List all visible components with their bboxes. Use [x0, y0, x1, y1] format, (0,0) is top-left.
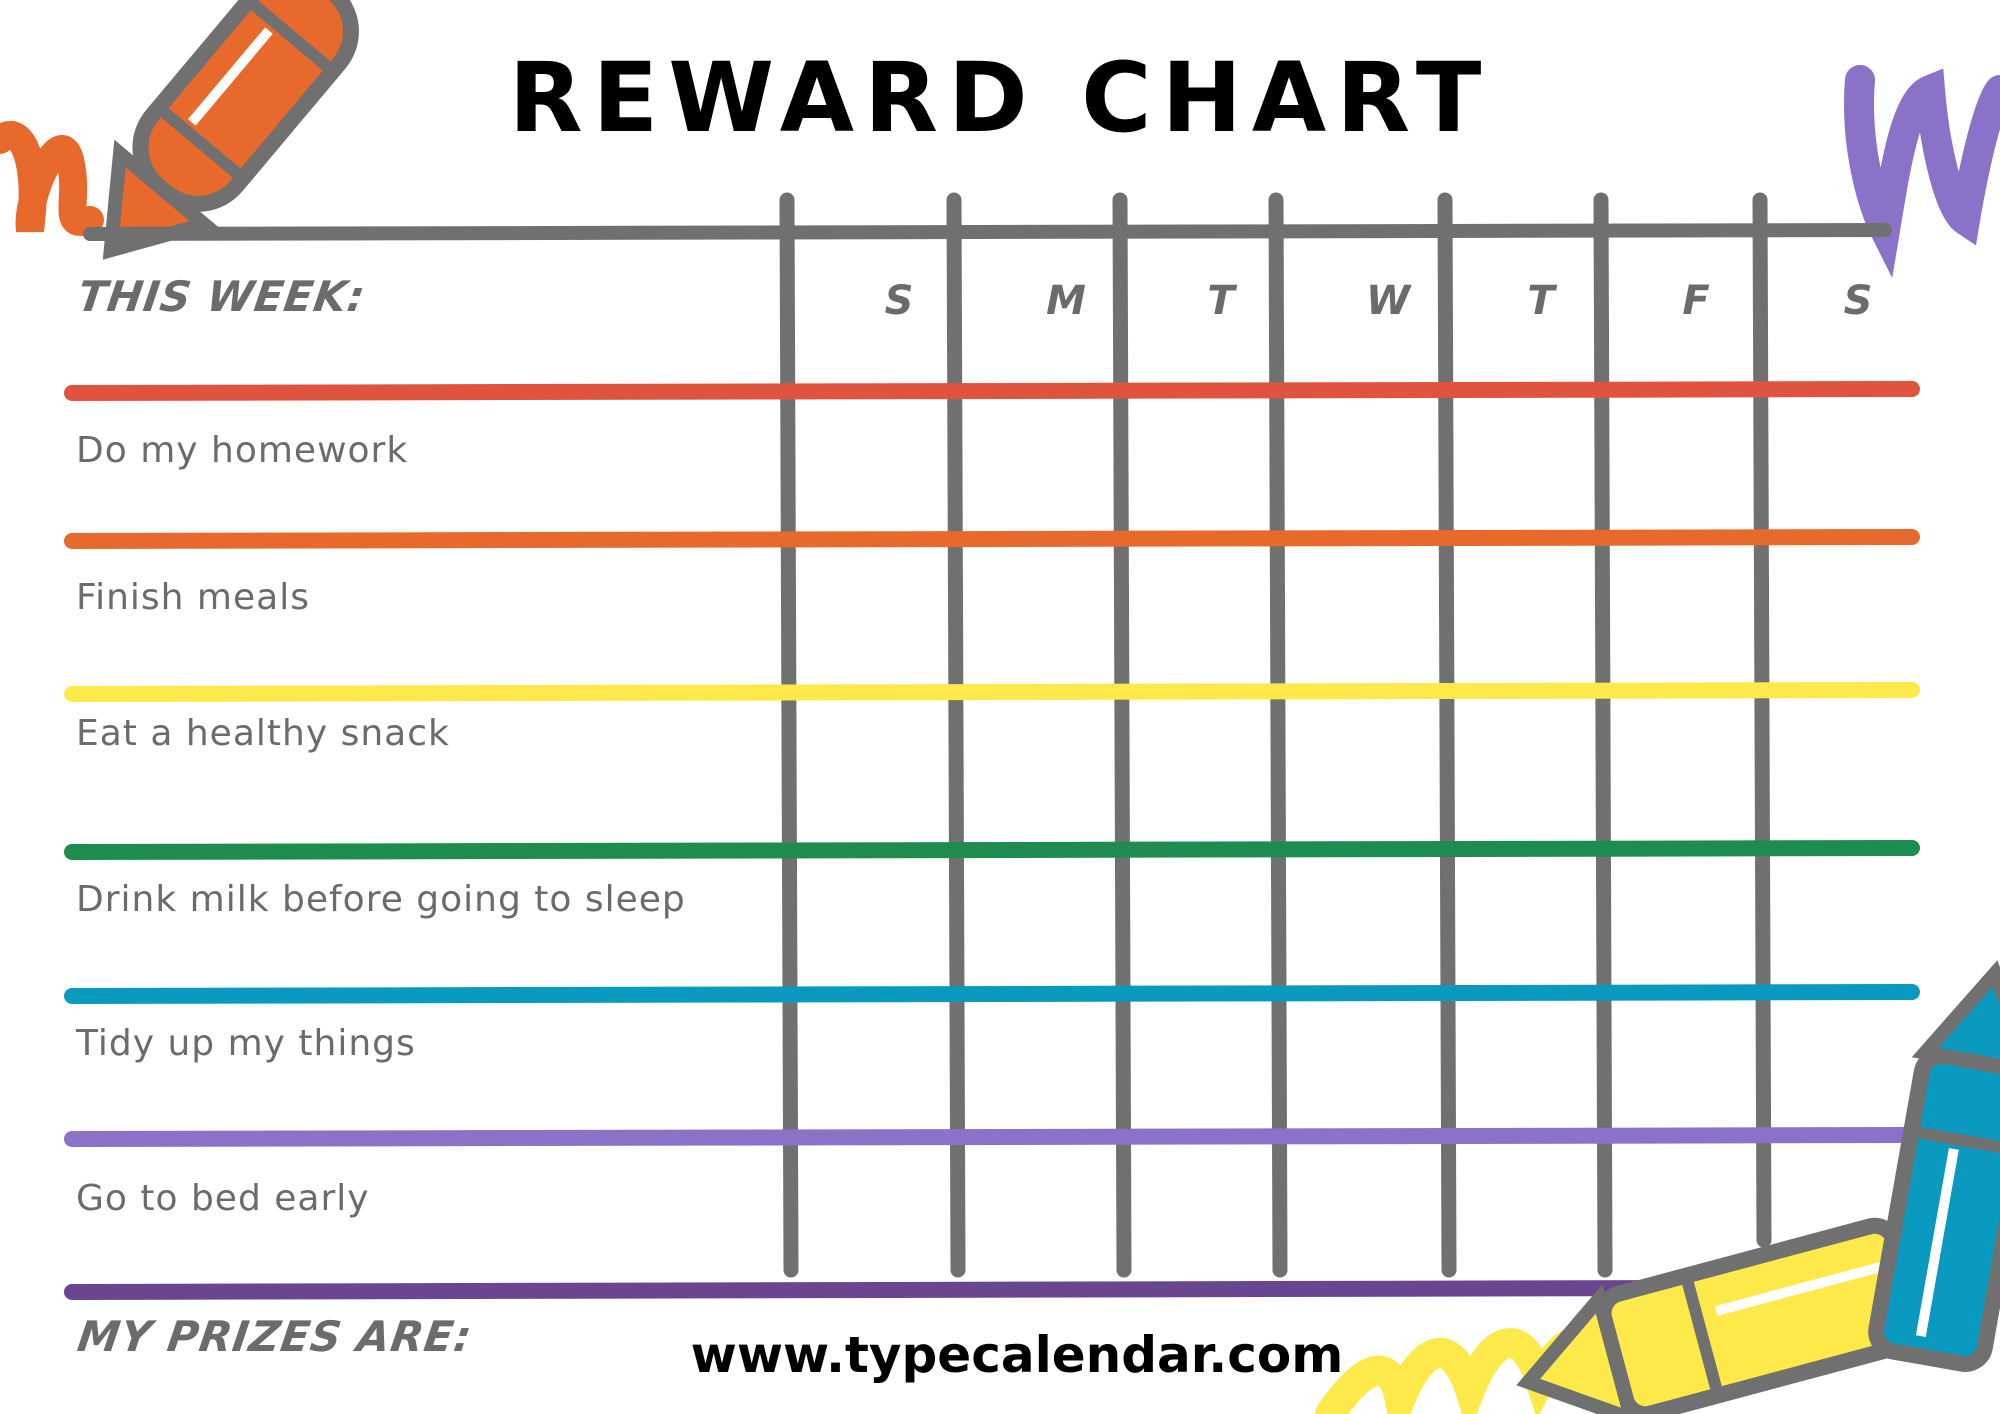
grid-column-line — [1593, 192, 1613, 1278]
grid-column-line — [1268, 192, 1288, 1278]
grid-column-line — [779, 192, 799, 1278]
row-divider-line — [64, 529, 1920, 549]
task-label: Drink milk before going to sleep — [76, 879, 686, 920]
task-label: Eat a healthy snack — [76, 713, 450, 754]
this-week-label: THIS WEEK: — [74, 272, 369, 321]
task-label: Go to bed early — [76, 1178, 370, 1219]
row-divider-line — [64, 984, 1920, 1004]
row-divider-line — [64, 1127, 1920, 1147]
grid-column-line — [1112, 192, 1132, 1278]
grid-column-line — [1752, 192, 1772, 1248]
row-divider-line — [64, 682, 1920, 702]
orange-crayon-icon — [0, 0, 359, 260]
row-divider-line — [64, 381, 1920, 401]
grid-column-line — [946, 192, 966, 1278]
yellow-crayon-icon — [1315, 1217, 1925, 1414]
row-divider-line — [64, 1280, 1708, 1300]
purple-scribble-icon — [1844, 65, 2000, 278]
day-header: T — [1207, 278, 1235, 324]
day-header: F — [1682, 278, 1710, 324]
website-url: www.typecalendar.com — [690, 1326, 1344, 1384]
task-label: Finish meals — [76, 577, 310, 618]
day-header: T — [1527, 278, 1555, 324]
page-title: REWARD CHART — [508, 42, 1492, 154]
task-label: Do my homework — [76, 430, 409, 471]
day-header: M — [1046, 278, 1086, 324]
grid-column-line — [1437, 192, 1457, 1278]
day-header: W — [1365, 278, 1411, 324]
row-divider-line — [64, 840, 1920, 860]
day-header: S — [884, 278, 914, 324]
blue-crayon-icon — [1868, 960, 2000, 1372]
task-label: Tidy up my things — [76, 1023, 416, 1064]
day-header: S — [1843, 278, 1873, 324]
